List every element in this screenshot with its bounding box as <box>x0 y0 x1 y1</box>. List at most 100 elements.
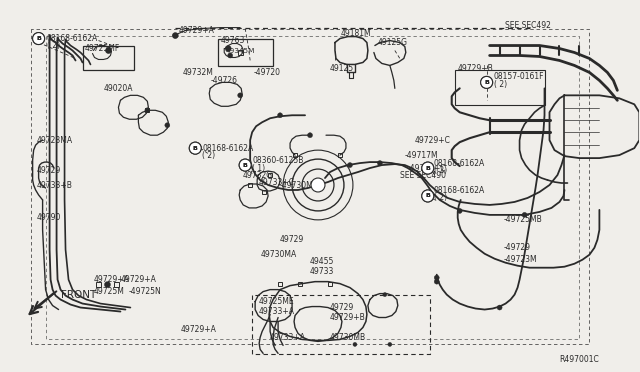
Circle shape <box>228 53 233 58</box>
Text: 49729+A: 49729+A <box>180 325 216 334</box>
Text: -49729: -49729 <box>504 243 531 252</box>
Text: ( 2): ( 2) <box>434 193 447 202</box>
Text: -49723M: -49723M <box>504 255 537 264</box>
Circle shape <box>104 282 111 288</box>
Text: 49732M: 49732M <box>182 68 213 77</box>
Circle shape <box>388 342 392 346</box>
Bar <box>278 282 282 286</box>
Circle shape <box>435 275 439 280</box>
Text: 49729+C: 49729+C <box>415 136 451 145</box>
Text: 49733+C: 49733+C <box>258 177 294 186</box>
Text: B: B <box>36 36 41 41</box>
Text: ( 2): ( 2) <box>434 166 447 174</box>
Bar <box>328 282 332 286</box>
Text: 49729+B: 49729+B <box>458 64 493 73</box>
Text: B: B <box>426 193 430 199</box>
Text: B: B <box>484 80 489 85</box>
Text: ( 1): ( 1) <box>252 164 265 173</box>
Text: 49733+B: 49733+B <box>36 180 72 189</box>
Circle shape <box>522 212 527 217</box>
Text: B: B <box>193 146 198 151</box>
Text: ( 2): ( 2) <box>47 41 60 50</box>
Text: 49733+A: 49733+A <box>270 333 306 342</box>
Circle shape <box>239 159 251 171</box>
Text: B: B <box>426 166 430 171</box>
Bar <box>338 153 342 157</box>
Circle shape <box>172 33 179 39</box>
Text: 49733: 49733 <box>310 267 334 276</box>
Text: B: B <box>426 193 430 199</box>
Text: 49181M: 49181M <box>341 29 372 38</box>
Text: -49717M: -49717M <box>405 151 438 160</box>
Circle shape <box>237 93 243 98</box>
Circle shape <box>189 142 201 154</box>
Circle shape <box>481 76 493 89</box>
Circle shape <box>106 48 111 53</box>
Text: 08360-6125B: 08360-6125B <box>252 155 303 164</box>
Circle shape <box>278 113 283 118</box>
Text: R497001C: R497001C <box>559 355 599 364</box>
Circle shape <box>308 133 312 138</box>
Circle shape <box>422 162 434 174</box>
Text: SEE SEC492: SEE SEC492 <box>504 21 550 30</box>
Text: 49725M: 49725M <box>93 287 124 296</box>
Circle shape <box>33 33 45 45</box>
Text: 49729: 49729 <box>330 303 354 312</box>
Text: -49729+C: -49729+C <box>408 164 447 173</box>
Circle shape <box>422 190 434 202</box>
Bar <box>298 282 302 286</box>
Text: 49725MF: 49725MF <box>84 44 120 53</box>
Text: -49725MB: -49725MB <box>504 215 542 224</box>
Text: 49729+A: 49729+A <box>93 275 129 284</box>
Text: ( 2): ( 2) <box>493 80 507 89</box>
Text: 49729: 49729 <box>36 166 61 174</box>
Circle shape <box>225 45 231 51</box>
Bar <box>218 39 273 67</box>
Text: 49125G: 49125G <box>378 38 408 47</box>
Text: 49020A: 49020A <box>104 84 133 93</box>
Circle shape <box>106 48 111 54</box>
Bar <box>83 45 134 70</box>
Text: B: B <box>243 163 248 167</box>
Text: FRONT: FRONT <box>61 289 96 299</box>
Text: B: B <box>243 163 248 167</box>
Circle shape <box>348 163 353 167</box>
Text: 08157-0161F: 08157-0161F <box>493 72 544 81</box>
Text: 49730MA: 49730MA <box>260 250 296 259</box>
Text: -49725N: -49725N <box>129 287 161 296</box>
Circle shape <box>33 33 45 45</box>
Text: B: B <box>193 146 198 151</box>
Bar <box>262 190 266 194</box>
Text: -49726: -49726 <box>210 76 237 85</box>
Circle shape <box>353 342 357 346</box>
Text: -49720: -49720 <box>253 68 280 77</box>
Text: 49723MA: 49723MA <box>36 136 73 145</box>
Text: 08168-6162A: 08168-6162A <box>202 144 253 153</box>
Text: 49763: 49763 <box>220 36 244 45</box>
Text: 08168-6162A: 08168-6162A <box>434 186 485 195</box>
Text: 49790: 49790 <box>36 214 61 222</box>
Circle shape <box>422 190 434 202</box>
Text: B: B <box>426 166 430 171</box>
Bar <box>114 282 119 287</box>
Text: 49725ME: 49725ME <box>258 297 294 306</box>
Text: 49125: 49125 <box>330 64 354 73</box>
Text: 49729: 49729 <box>280 235 305 244</box>
Text: B: B <box>36 36 41 41</box>
Bar <box>237 50 243 55</box>
Circle shape <box>378 161 382 166</box>
Bar <box>293 153 297 157</box>
Bar <box>268 173 272 177</box>
Text: 49345M: 49345M <box>225 48 255 54</box>
Text: -49730M: -49730M <box>280 180 314 189</box>
Bar <box>145 108 149 112</box>
Circle shape <box>422 162 434 174</box>
Text: 49455: 49455 <box>310 257 334 266</box>
Bar <box>454 70 545 105</box>
Circle shape <box>311 178 325 192</box>
Circle shape <box>497 305 502 310</box>
Text: 08168-6162A: 08168-6162A <box>434 158 485 167</box>
Circle shape <box>435 279 439 284</box>
Text: SEE SEC490: SEE SEC490 <box>400 170 446 180</box>
Circle shape <box>457 208 462 214</box>
